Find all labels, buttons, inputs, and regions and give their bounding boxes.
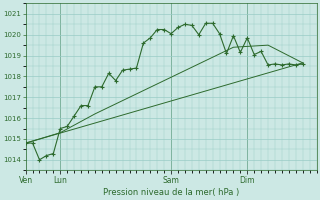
- X-axis label: Pression niveau de la mer( hPa ): Pression niveau de la mer( hPa ): [103, 188, 239, 197]
